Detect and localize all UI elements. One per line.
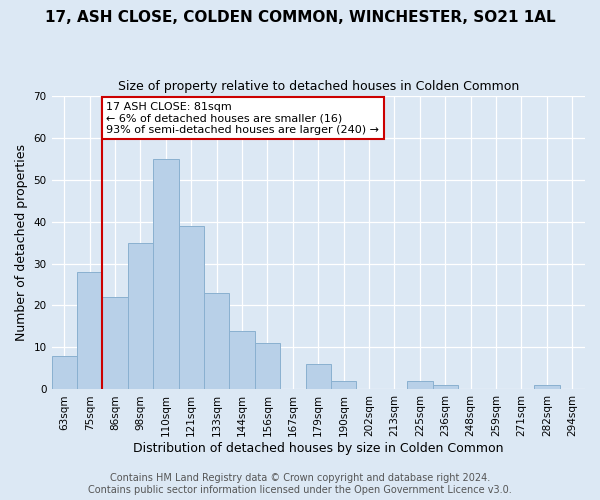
Title: Size of property relative to detached houses in Colden Common: Size of property relative to detached ho… xyxy=(118,80,519,93)
Bar xyxy=(433,386,458,390)
Text: 17 ASH CLOSE: 81sqm
← 6% of detached houses are smaller (16)
93% of semi-detache: 17 ASH CLOSE: 81sqm ← 6% of detached hou… xyxy=(106,102,379,135)
Text: 17, ASH CLOSE, COLDEN COMMON, WINCHESTER, SO21 1AL: 17, ASH CLOSE, COLDEN COMMON, WINCHESTER… xyxy=(44,10,556,25)
Bar xyxy=(305,364,331,390)
Bar xyxy=(204,293,229,390)
Bar xyxy=(77,272,103,390)
Y-axis label: Number of detached properties: Number of detached properties xyxy=(15,144,28,341)
Text: Contains HM Land Registry data © Crown copyright and database right 2024.
Contai: Contains HM Land Registry data © Crown c… xyxy=(88,474,512,495)
Bar xyxy=(255,344,280,390)
Bar xyxy=(52,356,77,390)
Bar xyxy=(128,242,153,390)
Bar xyxy=(153,158,179,390)
Bar xyxy=(229,330,255,390)
Bar xyxy=(534,386,560,390)
X-axis label: Distribution of detached houses by size in Colden Common: Distribution of detached houses by size … xyxy=(133,442,503,455)
Bar xyxy=(407,381,433,390)
Bar xyxy=(103,297,128,390)
Bar xyxy=(331,381,356,390)
Bar xyxy=(179,226,204,390)
